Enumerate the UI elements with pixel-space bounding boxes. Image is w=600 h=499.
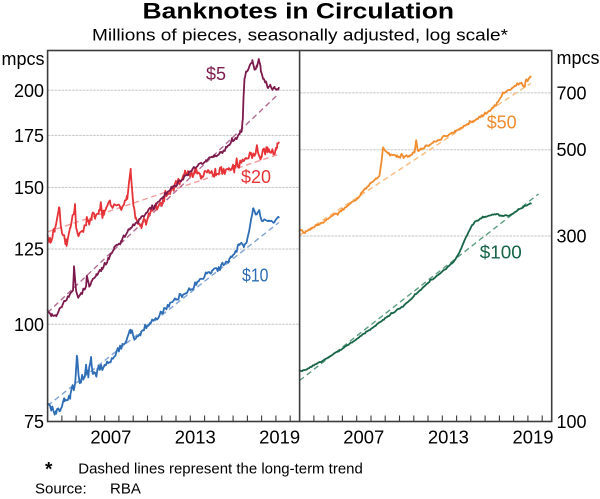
svg-text:mpcs: mpcs [2,49,45,69]
svg-text:$5: $5 [206,64,226,84]
svg-text:125: 125 [14,239,44,259]
svg-text:150: 150 [14,178,44,198]
svg-text:700: 700 [557,83,587,103]
svg-text:2013: 2013 [428,428,469,448]
svg-text:2013: 2013 [175,428,216,448]
svg-text:*: * [45,460,53,481]
svg-text:2019: 2019 [513,428,554,448]
svg-text:$50: $50 [487,113,517,133]
svg-text:$20: $20 [241,167,271,187]
svg-text:RBA: RBA [110,480,141,497]
svg-text:75: 75 [24,412,44,432]
svg-text:300: 300 [557,226,587,246]
svg-text:Millions of pieces, seasonally: Millions of pieces, seasonally adjusted,… [92,26,508,45]
svg-text:2007: 2007 [90,428,131,448]
svg-text:$10: $10 [242,266,269,286]
svg-text:2019: 2019 [259,428,300,448]
svg-text:Banknotes in Circulation: Banknotes in Circulation [143,0,455,24]
svg-text:mpcs: mpcs [557,48,600,68]
svg-text:500: 500 [557,140,587,160]
svg-text:175: 175 [14,126,44,146]
svg-text:200: 200 [14,81,44,101]
svg-text:100: 100 [557,412,587,432]
svg-text:Source:: Source: [35,480,87,497]
svg-text:2007: 2007 [343,428,384,448]
svg-text:Dashed lines represent the lon: Dashed lines represent the long-term tre… [78,460,363,477]
svg-text:$100: $100 [480,243,522,263]
svg-text:100: 100 [14,315,44,335]
